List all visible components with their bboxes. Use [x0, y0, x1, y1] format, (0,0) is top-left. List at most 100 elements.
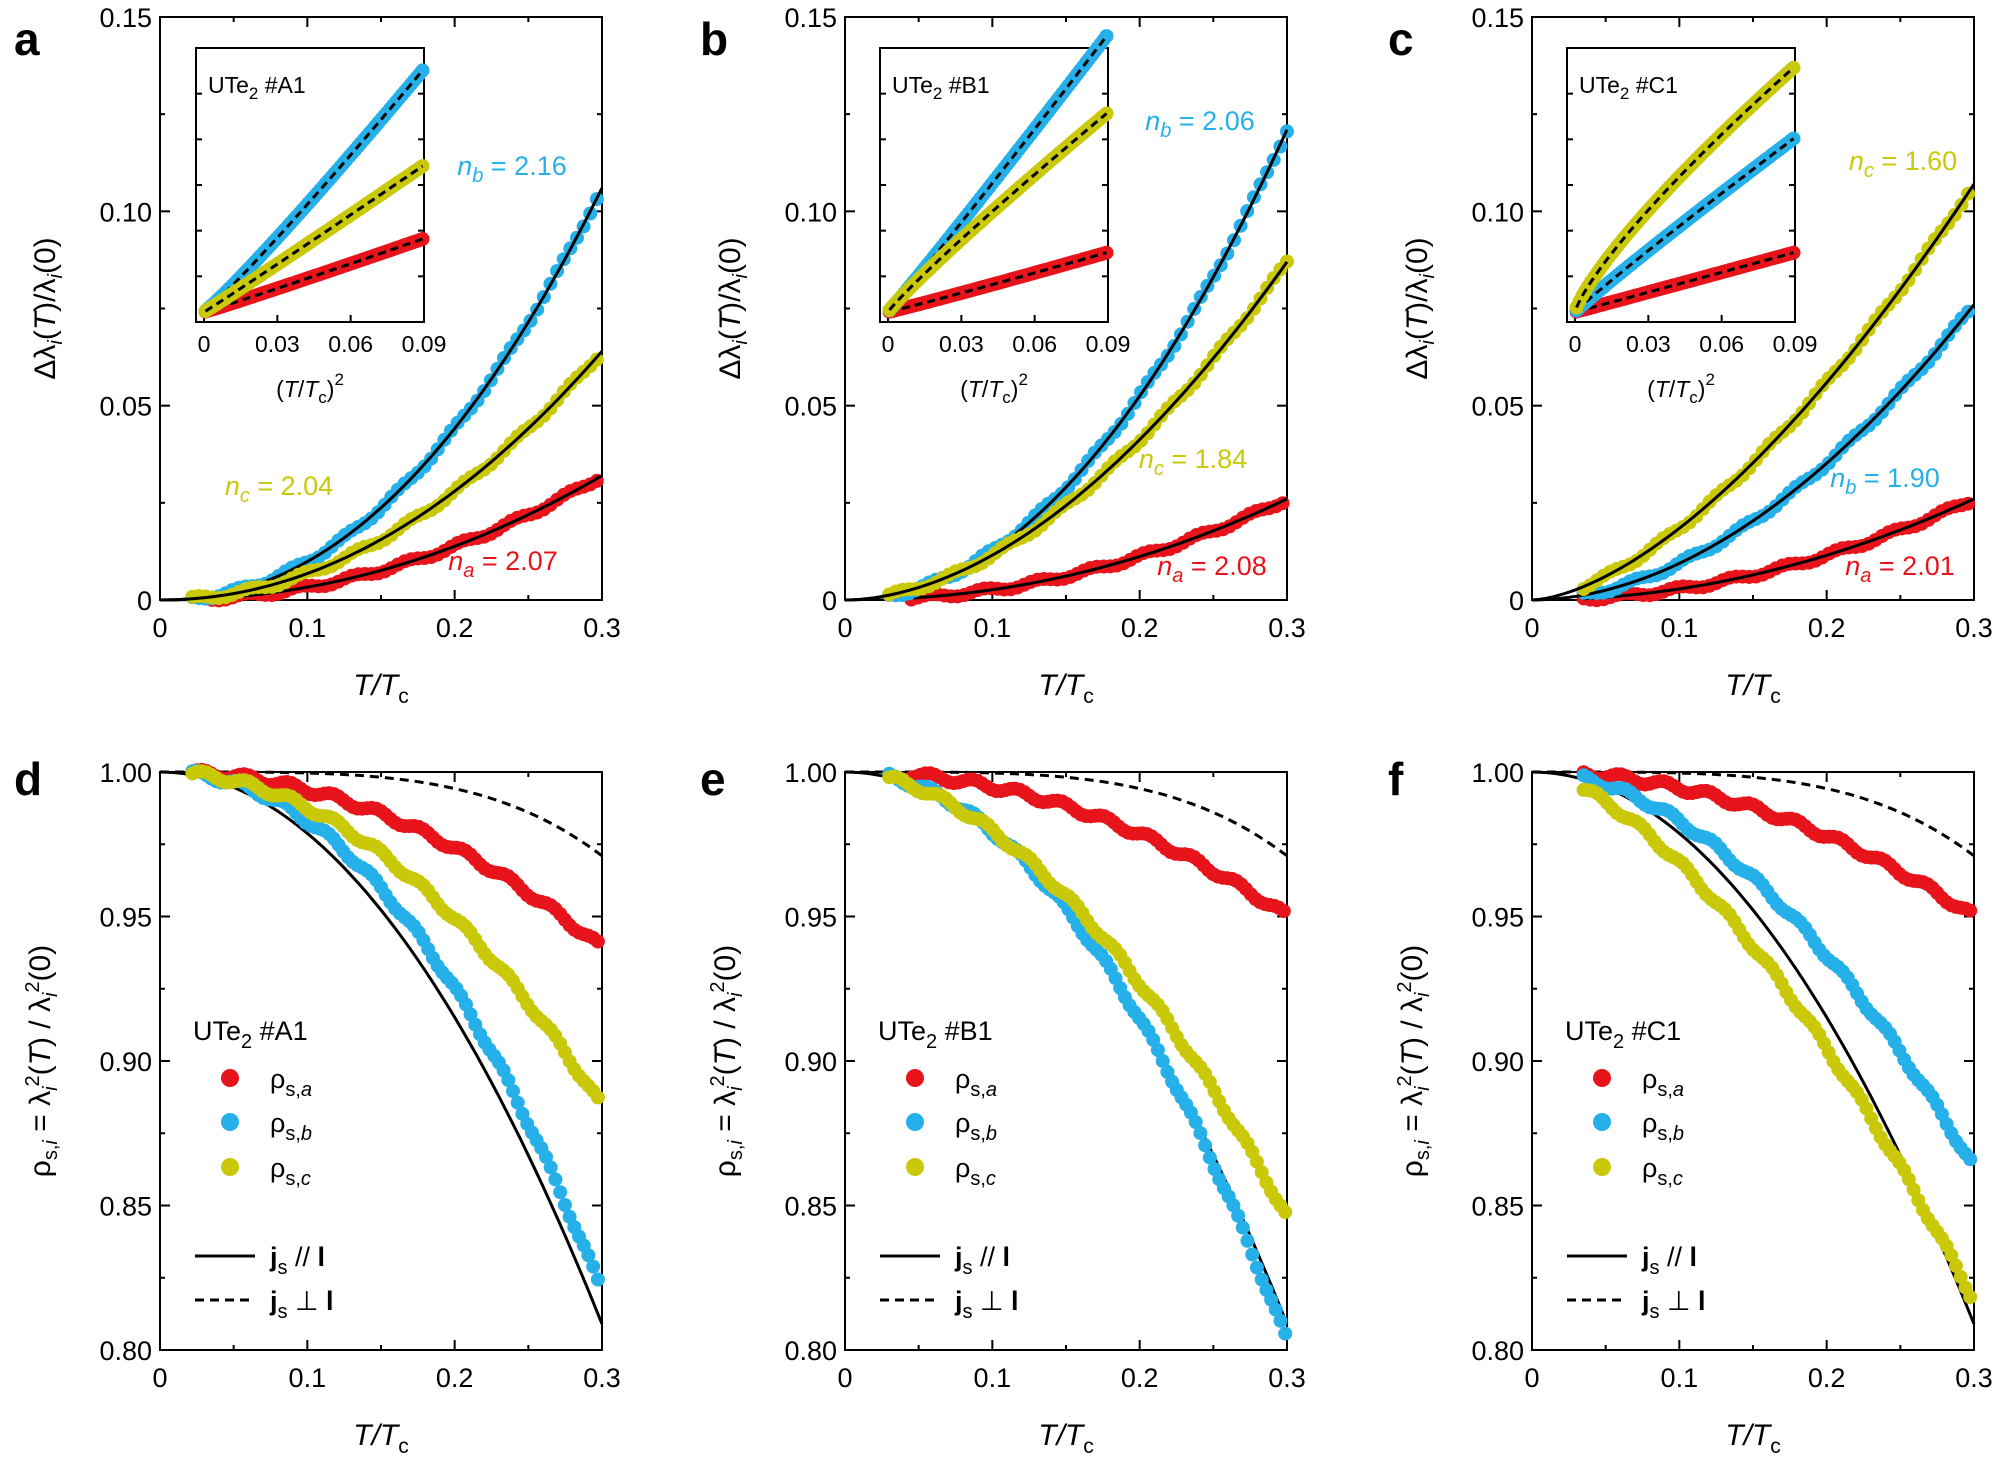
panel-e-point-b: [1188, 1115, 1203, 1129]
panel-f-point-a: [1963, 903, 1978, 918]
panel-e-xlabel: T/Tc: [1038, 1419, 1094, 1458]
panel-c-xlabel: T/Tc: [1725, 669, 1781, 708]
panel-a-ylabel: Δλi(T)/λi(0): [29, 237, 67, 379]
legend-marker-c: [221, 1158, 239, 1176]
panel-d-legend-title: UTe2 #A1: [193, 1016, 308, 1053]
legend-marker-a: [1593, 1069, 1611, 1087]
panel-e-point-b: [1202, 1150, 1217, 1165]
panel-e-frame: [844, 771, 1288, 1351]
legend-label-rho-c: ρs,c: [955, 1153, 996, 1190]
panel-d-point-b: [553, 1185, 568, 1200]
panel-b-xlabel: T/Tc: [1038, 669, 1094, 708]
inset-xtick-label: 0: [1569, 331, 1582, 357]
panel-c-n-label-a: na = 2.01: [1845, 551, 1954, 587]
legend-marker-c: [906, 1158, 924, 1176]
panel-b-fit-a: [911, 497, 1288, 600]
legend-label-rho-a: ρs,a: [955, 1064, 997, 1101]
legend-label-perp: js ⊥ l: [954, 1286, 1019, 1323]
panel-f-legend-title: UTe2 #C1: [1565, 1016, 1681, 1053]
panel-a-n-label-c: nc = 2.04: [225, 471, 333, 507]
panel-d-xtick-label: 0.2: [436, 1363, 474, 1393]
panel-f-ytick-label: 0.95: [1471, 903, 1524, 933]
panel-e-point-b: [1240, 1233, 1255, 1248]
inset-xtick-label: 0.09: [1086, 331, 1131, 357]
panel-c-ytick-label: 0: [1509, 586, 1524, 616]
panel-f-point-b: [1963, 1152, 1978, 1167]
panel-d-point-a: [590, 934, 605, 949]
panel-e-point-b: [1249, 1260, 1264, 1275]
panel-e-point-c: [1278, 1205, 1293, 1219]
legend-marker-b: [1593, 1113, 1611, 1131]
panel-d-ytick-label: 0.90: [99, 1047, 152, 1077]
panel-c-ylabel: Δλi(T)/λi(0): [1401, 237, 1439, 379]
panel-c-xtick-label: 0.1: [1661, 613, 1699, 643]
panel-d-xlabel: T/Tc: [353, 1419, 409, 1458]
inset-xtick-label: 0.09: [1773, 331, 1818, 357]
legend-label-rho-c: ρs,c: [1642, 1153, 1683, 1190]
panel-f-point-c: [1949, 1258, 1963, 1273]
inset-xtick-label: 0: [882, 331, 895, 357]
legend-label-perp: js ⊥ l: [1641, 1286, 1706, 1323]
panel-c-letter: c: [1388, 13, 1414, 65]
inset-xlabel: (T/Tc)2: [1647, 370, 1715, 407]
panel-c-n-label-c: nc = 1.60: [1849, 146, 1957, 182]
panel-f-point-c: [1953, 1269, 1968, 1284]
panel-e-point-b: [1268, 1302, 1283, 1317]
panel-a-n-label-a: na = 2.07: [448, 546, 557, 582]
panel-f-xtick-label: 0.1: [1661, 1363, 1699, 1393]
panel-a-inset: 0 0.03 0.06 0.09 UTe2 #A1 (T/Tc)2: [195, 47, 446, 407]
panel-d-point-b: [501, 1073, 516, 1088]
panel-a-fit-c: [159, 350, 604, 602]
panel-e-point-b: [1235, 1220, 1250, 1235]
panel-c-fit-b: [1531, 303, 1976, 602]
panel-b-ytick-label: 0.10: [784, 197, 837, 227]
inset-xtick-label: 0.06: [1699, 331, 1744, 357]
panel-a-xlabel: T/Tc: [353, 669, 409, 708]
panel-e: 0 0.1 0.2 0.3 0.80 0.85 0.90 0.95 1.00 T/Tc ρs,i =…: [700, 753, 1306, 1458]
legend-marker-c: [1593, 1158, 1611, 1176]
panel-f-point-c: [1906, 1182, 1921, 1197]
panel-d-point-b: [548, 1172, 563, 1187]
panel-d-point-b: [586, 1259, 601, 1274]
inset-xlabel: (T/Tc)2: [960, 370, 1028, 407]
panel-e-xtick-label: 0: [837, 1363, 852, 1393]
panel-b-n-label-a: na = 2.08: [1157, 551, 1266, 587]
panel-c: 0 0.1 0.2 0.3 0 0.05 0.10 0.15 T/Tc Δλi(T)/λi(0) c…: [1388, 3, 1993, 708]
legend-marker-a: [906, 1069, 924, 1087]
panel-d-letter: d: [14, 753, 42, 805]
inset-fit-a: [1576, 251, 1794, 314]
panel-d-point-c: [590, 1090, 605, 1105]
panel-f-letter: f: [1388, 753, 1404, 805]
panel-e-point-b: [1198, 1138, 1213, 1153]
panel-b-xtick-label: 0.1: [974, 613, 1012, 643]
panel-d-ytick-label: 1.00: [99, 758, 152, 788]
inset-title: UTe2 #A1: [208, 72, 306, 103]
panel-b-xtick-label: 0: [837, 613, 852, 643]
panel-e-point-c: [1249, 1154, 1264, 1169]
panel-a-xtick-label: 0.2: [436, 613, 474, 643]
legend-marker-b: [906, 1113, 924, 1131]
legend-marker-b: [221, 1113, 239, 1131]
panel-e-point-b: [1150, 1043, 1165, 1057]
panel-c-xtick-label: 0.2: [1808, 613, 1846, 643]
panel-e-fit-parallel: [844, 770, 1289, 1325]
panel-f-ytick-label: 0.80: [1471, 1336, 1524, 1366]
panel-b-n-label-c: nc = 1.84: [1139, 444, 1247, 480]
inset-fit-c: [1575, 66, 1795, 309]
panel-c-ytick-label: 0.10: [1471, 197, 1524, 227]
panel-e-ytick-label: 0.85: [784, 1192, 837, 1222]
panel-a-ytick-label: 0: [137, 586, 152, 616]
panel-f-ytick-label: 0.85: [1471, 1192, 1524, 1222]
panel-e-point-b: [1155, 1054, 1170, 1068]
panel-c-ytick-label: 0.15: [1471, 3, 1524, 33]
panel-d-point-b: [539, 1149, 553, 1164]
inset-fit-c: [888, 112, 1108, 311]
legend-label-rho-a: ρs,a: [1642, 1064, 1684, 1101]
panel-d-xtick-label: 0.3: [583, 1363, 621, 1393]
panel-b-letter: b: [700, 13, 728, 65]
panel-c-fit-c: [1531, 183, 1976, 602]
panel-e-xtick-label: 0.1: [974, 1363, 1012, 1393]
panel-a-xtick-label: 0.1: [289, 613, 327, 643]
panel-d-ytick-label: 0.85: [99, 1192, 152, 1222]
